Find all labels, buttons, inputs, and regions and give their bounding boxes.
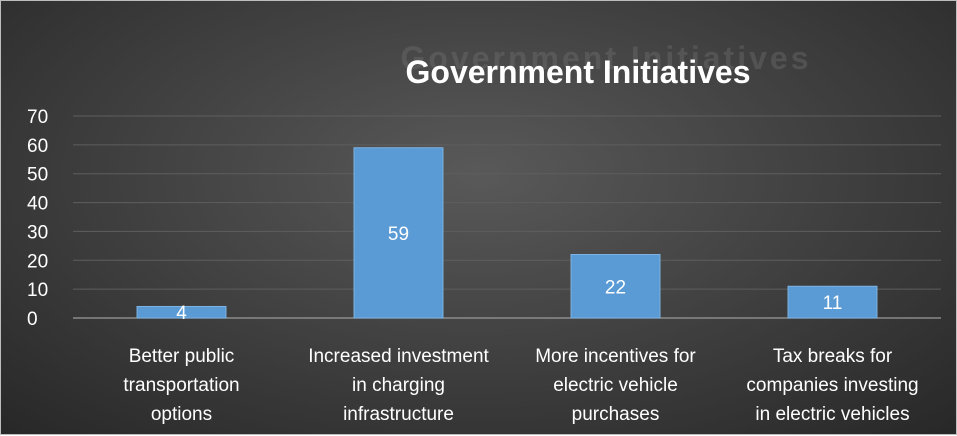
y-tick-label: 0 xyxy=(27,309,38,330)
bar xyxy=(787,285,878,319)
x-category-label-line: transportation xyxy=(123,375,239,396)
chart-title: Government Initiatives xyxy=(406,54,751,90)
x-axis-category-labels: Better public transportation options Increa… xyxy=(123,346,918,425)
data-label: 22 xyxy=(605,277,626,298)
x-category-label-line: Tax breaks for xyxy=(773,346,893,367)
x-category-label: Better public transportation options xyxy=(123,346,239,425)
data-label: 59 xyxy=(388,224,409,245)
data-label: 11 xyxy=(823,293,843,314)
x-category-label: Tax breaks for companies investing in elec… xyxy=(746,346,918,425)
y-axis-tick-labels: 0 10 20 30 40 50 60 70 xyxy=(27,107,48,330)
y-tick-label: 30 xyxy=(27,222,48,243)
x-category-label-line: infrastructure xyxy=(343,404,454,425)
x-category-label-line: in charging xyxy=(352,375,445,396)
x-category-label-line: companies investing xyxy=(746,375,918,396)
x-category-label-line: Better public xyxy=(129,346,235,367)
x-category-label: More incentives for electric vehicle purch… xyxy=(535,346,696,425)
y-tick-label: 40 xyxy=(27,194,48,215)
y-tick-label: 60 xyxy=(27,136,48,157)
bar xyxy=(136,305,227,319)
x-category-label-line: Increased investment xyxy=(308,346,489,367)
x-category-label-line: in electric vehicles xyxy=(755,404,909,425)
x-category-label-line: electric vehicle xyxy=(553,375,678,396)
chart-title-shadow: Government Initiatives xyxy=(401,40,812,76)
bar xyxy=(570,254,661,319)
y-tick-label: 50 xyxy=(27,165,48,186)
y-tick-label: 70 xyxy=(27,107,48,128)
bar xyxy=(353,147,444,319)
x-category-label-line: More incentives for xyxy=(535,346,696,367)
y-tick-label: 10 xyxy=(27,280,48,301)
data-labels: 4 59 22 11 xyxy=(176,224,842,324)
bars xyxy=(136,147,878,319)
x-category-label-line: purchases xyxy=(572,404,660,425)
data-label: 4 xyxy=(176,303,187,324)
y-tick-label: 20 xyxy=(27,251,48,272)
x-category-label-line: options xyxy=(151,404,212,425)
x-category-label: Increased investment in charging infrastru… xyxy=(308,346,489,425)
